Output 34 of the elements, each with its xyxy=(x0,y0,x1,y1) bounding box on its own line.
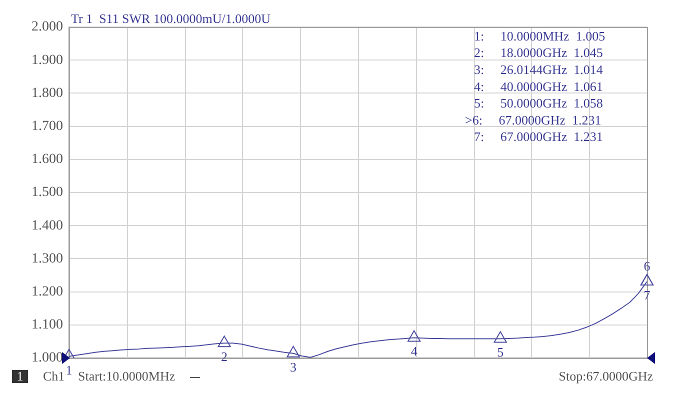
y-tick-label: 1.200 xyxy=(32,284,63,300)
chart-title: Tr 1 S11 SWR 100.0000mU/1.0000U xyxy=(71,10,272,26)
annotation: 4 xyxy=(410,344,418,359)
annotation: 1 xyxy=(66,362,72,378)
y-tick-label: 2.000 xyxy=(32,20,63,35)
text: Stop:67.0000GHz xyxy=(558,368,654,384)
text: Start:10.0000MHz xyxy=(78,368,176,384)
annotation: 2: 18.0000GHz 1.045 xyxy=(474,45,603,60)
annotation: 5 xyxy=(497,344,504,360)
point xyxy=(494,331,507,343)
annotation: 2 xyxy=(221,349,228,364)
text: Ch1 xyxy=(43,368,65,384)
y-tick-label: 1.700 xyxy=(32,118,63,134)
annotation: 6 xyxy=(644,258,651,274)
point xyxy=(408,330,421,342)
y-tick-label: 1.300 xyxy=(32,251,63,266)
y-tick-label: 1.800 xyxy=(32,86,63,101)
annotation: 3: 26.0144GHz 1.014 xyxy=(474,62,604,78)
annotation: 4: 40.0000GHz 1.061 xyxy=(474,78,603,94)
point xyxy=(286,346,300,358)
y-tick-label: 1.900 xyxy=(32,52,63,68)
y-tick-label: 1.600 xyxy=(32,152,63,168)
point xyxy=(218,336,231,348)
annotation: 7 xyxy=(644,287,651,302)
y-tick-label: 1.100 xyxy=(32,318,63,333)
annotation: >6: 67.0000GHz 1.231 xyxy=(465,112,602,128)
annotation: 7: 67.0000GHz 1.231 xyxy=(474,129,603,144)
annotation: 5: 50.0000GHz 1.058 xyxy=(474,96,603,111)
text: 1 xyxy=(16,368,24,384)
y-tick-label: 1.500 xyxy=(32,185,63,200)
y-tick-label: 1.400 xyxy=(32,218,63,234)
annotation: 1: 10.0000MHz 1.005 xyxy=(474,28,606,44)
y-tick-label: 1.000 xyxy=(32,350,63,366)
annotation: 3 xyxy=(290,359,297,374)
